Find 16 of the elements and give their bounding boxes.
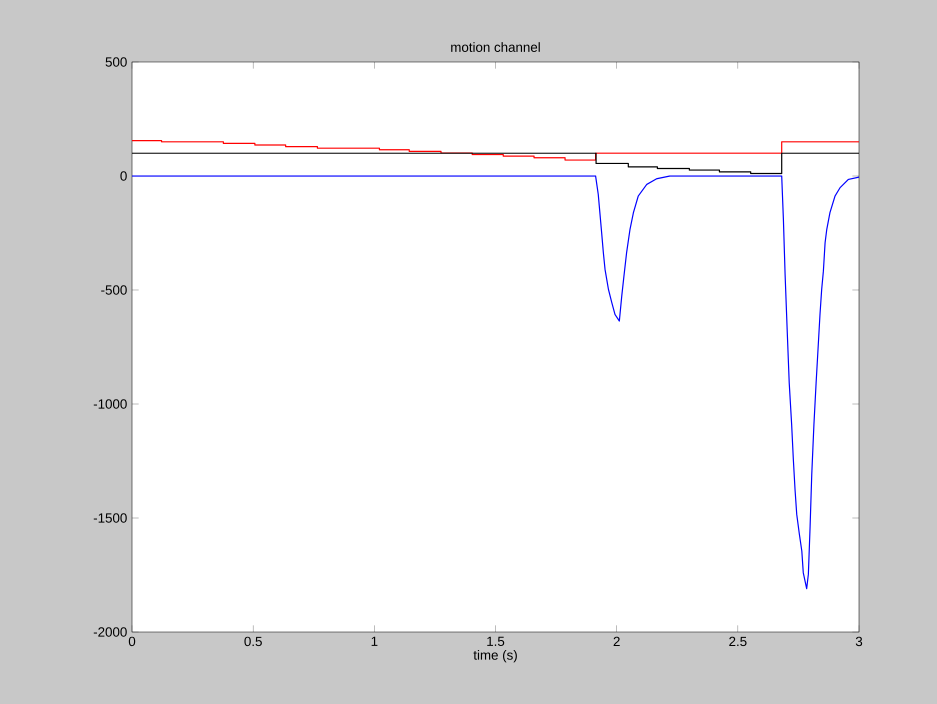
x-axis-title: time (s) [473,650,517,662]
y-tick-label: 0 [120,171,127,181]
x-tick-label: 3 [856,636,862,646]
y-tick-label: 500 [106,57,127,67]
x-tick-label: 1 [372,636,378,646]
x-tick-label: 2 [614,636,620,646]
y-tick-label: -500 [101,285,127,295]
y-tick-label: -1500 [94,513,127,523]
x-tick-label: 0.5 [244,636,262,646]
x-tick-label: 2.5 [729,636,747,646]
line-series [132,175,860,590]
y-tick-label: -1000 [94,399,127,409]
y-tick-label: -2000 [94,627,127,637]
chart-title: motion channel [451,42,540,52]
x-tick-label: 0 [128,636,136,646]
x-tick-label: 1.5 [487,636,504,646]
